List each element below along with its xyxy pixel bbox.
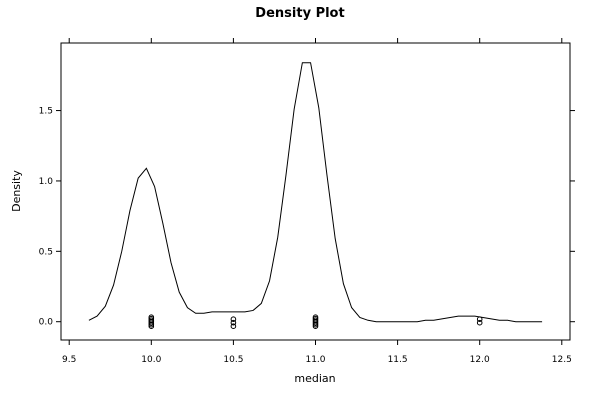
rug-points (148, 314, 483, 330)
y-tick-label: 0.0 (39, 318, 54, 328)
rug-point (148, 323, 155, 330)
rug-point (476, 316, 483, 323)
x-tick-label: 10.0 (141, 355, 161, 365)
y-tick-label: 1.5 (39, 107, 53, 117)
rug-point (230, 323, 237, 330)
x-tick-label: 11.5 (388, 355, 408, 365)
y-tick-label: 1.0 (39, 177, 54, 187)
y-axis-label: Density (10, 170, 23, 212)
rug-point (312, 323, 319, 330)
y-axis: 0.0 0.5 1.0 1.5 (39, 107, 575, 328)
x-tick-label: 12.0 (470, 355, 490, 365)
x-axis-label: median (294, 372, 335, 385)
density-curve (88, 62, 543, 323)
rug-point (476, 319, 483, 326)
x-tick-label: 9.5 (62, 355, 76, 365)
chart-title: Density Plot (255, 6, 344, 21)
y-tick-label: 0.5 (39, 247, 53, 257)
x-tick-label: 10.5 (223, 355, 243, 365)
rug-point (230, 319, 237, 326)
x-tick-label: 12.5 (552, 355, 572, 365)
x-tick-label: 11.0 (305, 355, 325, 365)
rug-point (230, 316, 237, 323)
x-axis: 9.5 10.0 10.5 11.0 11.5 12.0 12.5 (62, 38, 572, 365)
